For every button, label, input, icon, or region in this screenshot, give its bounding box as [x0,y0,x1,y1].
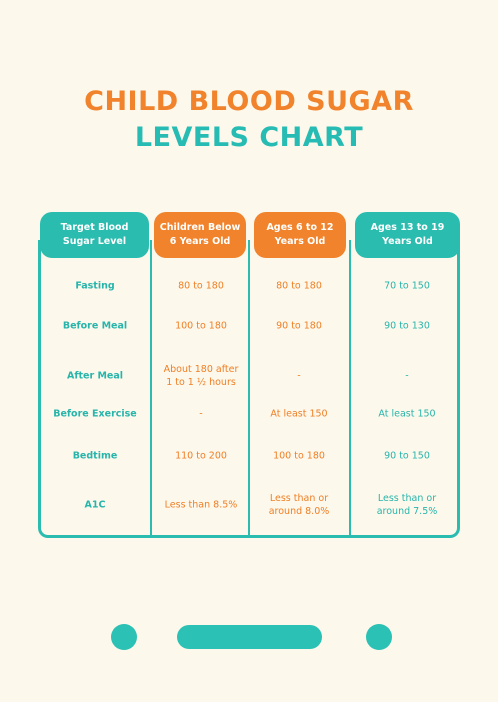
row-label: Fasting [75,280,115,292]
column-divider [248,240,250,536]
row-label: Before Exercise [53,408,137,420]
value-13-to-19: Less than or around 7.5% [376,493,438,517]
decorative-dot-left [111,624,137,650]
value-6-to-12: At least 150 [270,408,328,420]
row-label: Before Meal [62,320,128,332]
header-6-to-12: Ages 6 to 12 Years Old [254,212,346,258]
value-6-to-12: 100 to 180 [273,450,325,462]
value-13-to-19: 90 to 150 [384,450,430,462]
value-6-to-12: - [297,370,301,382]
row-label: A1C [84,499,106,511]
table-frame [38,240,460,538]
value-6-to-12: 90 to 180 [276,320,322,332]
value-6-to-12: Less than or around 8.0% [268,493,330,517]
chart-title-line1: CHILD BLOOD SUGAR [84,86,414,117]
header-target-level: Target Blood Sugar Level [40,212,149,258]
value-below-6: About 180 after 1 to 1 ½ hours [163,364,239,388]
row-label: Bedtime [72,450,118,462]
row-label: After Meal [66,370,124,382]
value-below-6: Less than 8.5% [164,499,238,511]
column-divider [150,240,152,536]
value-below-6: 100 to 180 [175,320,227,332]
value-13-to-19: 90 to 130 [384,320,430,332]
decorative-pill [177,625,322,649]
value-13-to-19: 70 to 150 [384,280,430,292]
column-divider [349,240,351,536]
decorative-dot-right [366,624,392,650]
value-13-to-19: At least 150 [378,408,436,420]
header-13-to-19: Ages 13 to 19 Years Old [355,212,460,258]
value-below-6: 80 to 180 [178,280,224,292]
value-13-to-19: - [405,370,409,382]
header-below-6: Children Below 6 Years Old [154,212,246,258]
value-6-to-12: 80 to 180 [276,280,322,292]
value-below-6: - [199,408,203,420]
chart-title-line2: LEVELS CHART [134,122,364,153]
value-below-6: 110 to 200 [175,450,227,462]
